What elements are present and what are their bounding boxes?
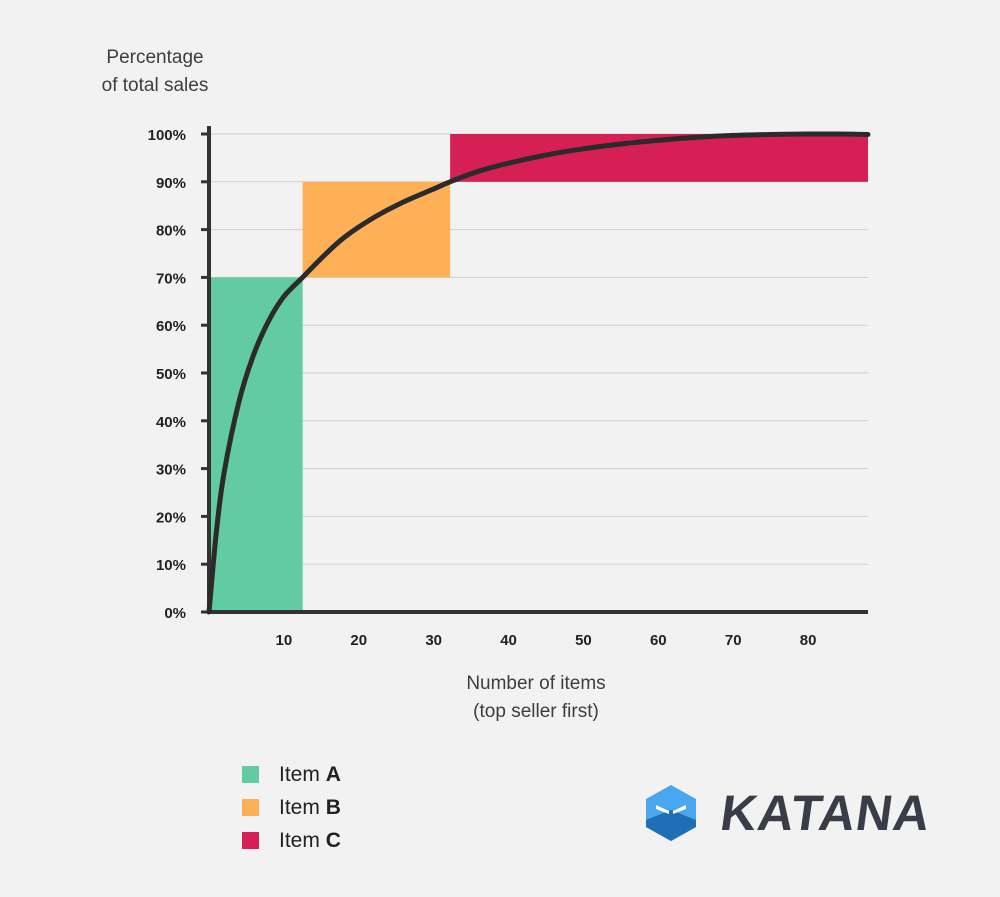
legend-label-b: Item B	[279, 795, 341, 819]
x-axis-title: Number of items (top seller first)	[386, 670, 686, 726]
x-tick-label: 30	[425, 632, 442, 649]
x-tick-label: 60	[650, 632, 667, 649]
x-tick-label: 80	[800, 632, 817, 649]
axes	[201, 126, 868, 614]
x-axis-title-line-2: (top seller first)	[473, 701, 599, 722]
y-axis-title-line-2: of total sales	[101, 75, 209, 96]
y-tick-label: 30%	[156, 462, 186, 479]
x-tick-label: 50	[575, 632, 592, 649]
brand-name: KATANA	[717, 785, 935, 841]
region-b	[302, 181, 451, 278]
y-axis-title: Percentage of total sales	[60, 44, 250, 100]
y-tick-label: 100%	[148, 127, 186, 144]
y-tick-label: 60%	[156, 318, 186, 335]
y-tick-label: 20%	[156, 509, 186, 526]
category-regions	[209, 134, 868, 612]
x-tick-label: 70	[725, 632, 742, 649]
y-tick-label: 50%	[156, 366, 186, 383]
legend-item-b: Item B	[242, 791, 341, 824]
tick-labels: 0% 10% 20% 30% 40% 50% 60% 70% 80% 90% 100% 10 20 30 4…	[148, 127, 817, 649]
legend-label-c: Item C	[279, 828, 341, 852]
y-tick-label: 10%	[156, 557, 186, 574]
brand-logo: KATANA	[645, 784, 935, 842]
legend-item-a: Item A	[242, 758, 341, 791]
y-tick-label: 90%	[156, 175, 186, 192]
x-tick-label: 10	[276, 632, 293, 649]
katana-logo-icon	[646, 785, 696, 841]
legend-item-c: Item C	[242, 824, 341, 857]
y-tick-label: 0%	[164, 605, 186, 622]
legend-swatch-c	[242, 832, 259, 849]
legend-swatch-a	[242, 766, 259, 783]
legend-label-a: Item A	[279, 762, 341, 786]
region-a	[209, 277, 303, 612]
x-tick-label: 20	[350, 632, 367, 649]
cumulative-curve	[206, 131, 871, 615]
y-tick-label: 40%	[156, 414, 186, 431]
x-tick-label: 40	[500, 632, 517, 649]
y-axis-title-line-1: Percentage	[106, 47, 204, 68]
y-tick-label: 70%	[156, 270, 186, 287]
cumulative-sales-line	[206, 131, 871, 615]
y-tick-label: 80%	[156, 223, 186, 240]
legend-swatch-b	[242, 799, 259, 816]
legend: Item A Item B Item C	[242, 758, 341, 857]
x-axis-title-line-1: Number of items	[466, 673, 606, 694]
